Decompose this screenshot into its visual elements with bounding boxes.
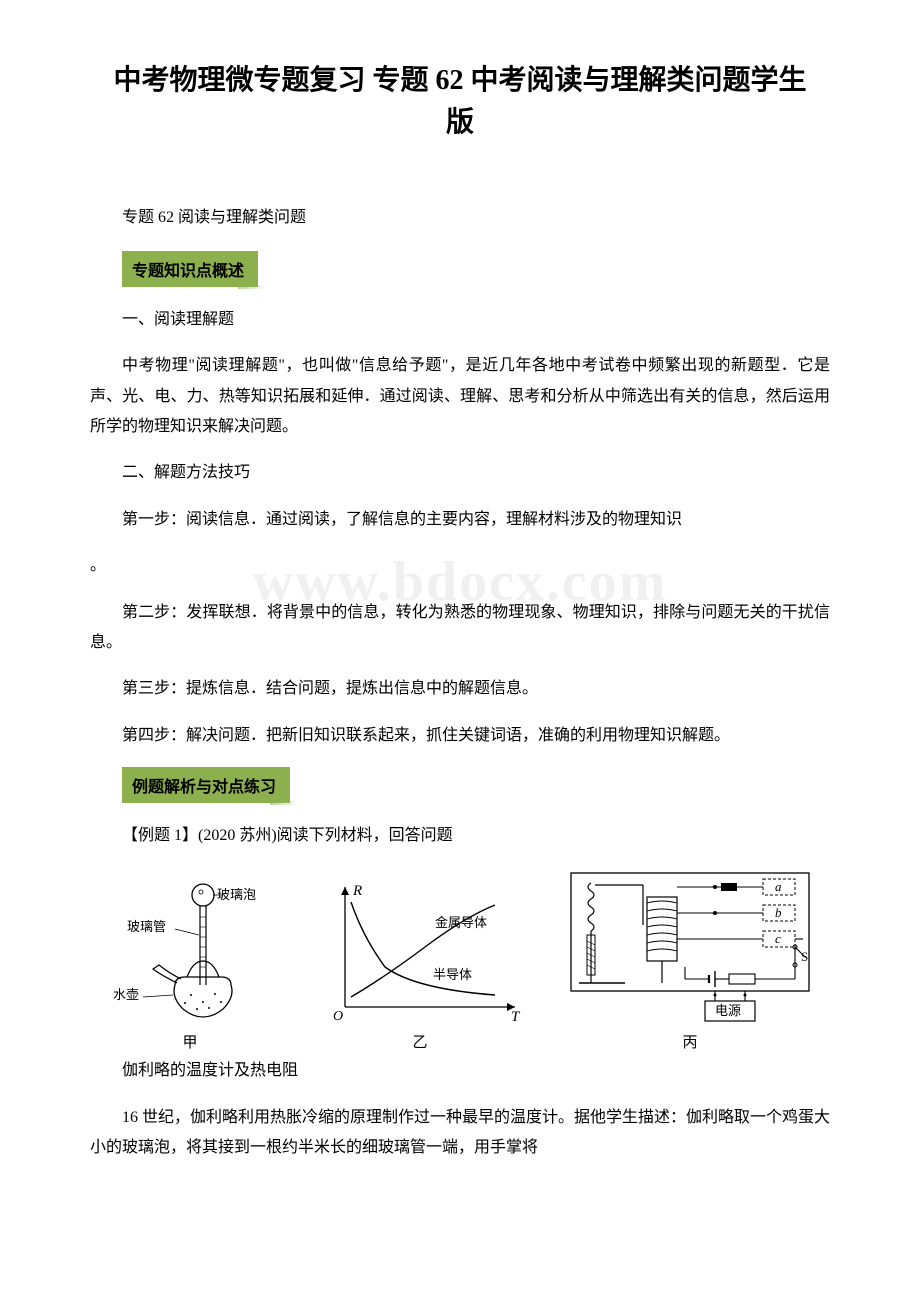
switch-s-label: S <box>801 949 808 964</box>
curve-metal-label: 金属导体 <box>435 915 487 930</box>
label-glass-bubble: 玻璃泡 <box>217 887 256 902</box>
origin-label: O <box>333 1009 343 1024</box>
terminal-c: c <box>775 931 781 946</box>
power-label: 电源 <box>715 1003 741 1018</box>
figures-row: 玻璃泡 玻璃管 水壶 甲 R T O 金属导体 半导体 <box>90 867 830 1052</box>
step-2: 第二步：发挥联想．将背景中的信息，转化为熟悉的物理现象、物理知识，排除与问题无关… <box>90 598 830 659</box>
terminal-a: a <box>775 879 782 894</box>
section-label: 专题 62 阅读与理解类问题 <box>90 204 830 233</box>
figure-yi-caption: 乙 <box>412 1031 427 1052</box>
curve-semi-label: 半导体 <box>433 967 472 982</box>
figure-yi: R T O 金属导体 半导体 乙 <box>315 877 525 1052</box>
terminal-b: b <box>775 905 782 920</box>
badge-example-practice: 例题解析与对点练习 <box>122 767 290 803</box>
watermark-region: 第一步：阅读信息．通过阅读，了解信息的主要内容，理解材料涉及的物理知识 。 第二… <box>90 505 830 659</box>
figure-yi-svg: R T O 金属导体 半导体 <box>315 877 525 1027</box>
figure-jia: 玻璃泡 玻璃管 水壶 甲 <box>105 877 275 1052</box>
figure-bing-caption: 丙 <box>682 1031 697 1052</box>
step-1-line-b: 。 <box>90 551 830 581</box>
subheading-1: 一、阅读理解题 <box>90 305 830 335</box>
label-glass-tube: 玻璃管 <box>127 919 166 934</box>
step-1-line-a: 第一步：阅读信息．通过阅读，了解信息的主要内容，理解材料涉及的物理知识 <box>90 505 830 535</box>
paragraph-intro: 中考物理"阅读理解题"，也叫做"信息给予题"，是近几年各地中考试卷中频繁出现的新… <box>90 351 830 442</box>
after-figure-paragraph: 16 世纪，伽利略利用热胀冷缩的原理制作过一种最早的温度计。据他学生描述：伽利略… <box>90 1103 830 1164</box>
badge-knowledge-overview: 专题知识点概述 <box>122 251 258 287</box>
step-4: 第四步：解决问题．把新旧知识联系起来，抓住关键词语，准确的利用物理知识解题。 <box>90 721 830 751</box>
example-label: 【例题 1】(2020 苏州)阅读下列材料，回答问题 <box>90 821 830 851</box>
title-line-1: 中考物理微专题复习 专题 62 中考阅读与理解类问题学生 <box>113 65 806 96</box>
subheading-2: 二、解题方法技巧 <box>90 458 830 488</box>
title-line-2: 版 <box>446 107 474 138</box>
step-3: 第三步：提炼信息．结合问题，提炼出信息中的解题信息。 <box>90 674 830 704</box>
after-figure-subheading: 伽利略的温度计及热电阻 <box>90 1056 830 1086</box>
figure-jia-caption: 甲 <box>182 1031 197 1052</box>
figure-bing-svg: a b c S <box>565 867 815 1027</box>
label-kettle: 水壶 <box>113 987 139 1002</box>
axis-r-label: R <box>352 883 362 899</box>
document-title: 中考物理微专题复习 专题 62 中考阅读与理解类问题学生 版 <box>90 60 830 144</box>
axis-t-label: T <box>511 1009 521 1025</box>
figure-bing: a b c S <box>565 867 815 1052</box>
figure-jia-svg: 玻璃泡 玻璃管 水壶 <box>105 877 275 1027</box>
